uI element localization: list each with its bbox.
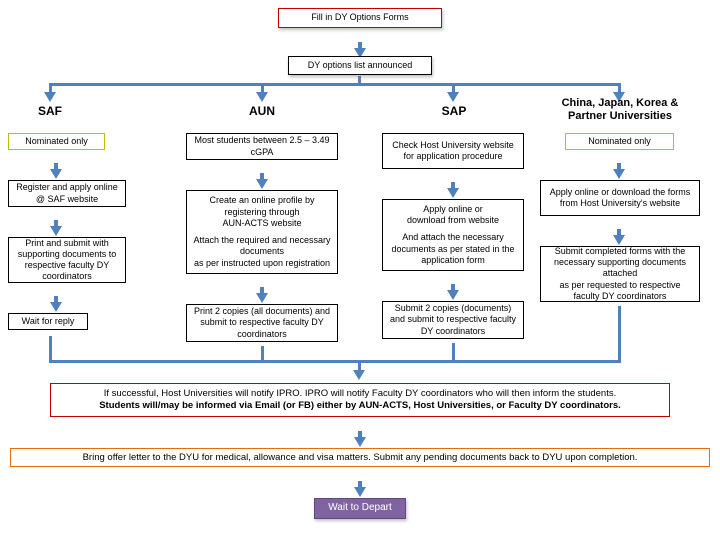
aun-n2: Create an online profile by registering … [186,190,338,274]
arrow-icon [613,169,625,179]
success-box: If successful, Host Universities will no… [50,383,670,417]
arrow-icon [50,226,62,236]
arrow-icon [447,188,459,198]
cjk-n2: Apply online or download the forms from … [540,180,700,216]
saf-n3: Print and submit with supporting documen… [8,237,126,283]
wait-depart-box: Wait to Depart [314,498,406,519]
arrow-icon [256,92,268,102]
connector-line [452,83,455,92]
aun-n1: Most students between 2.5 – 3.49 cGPA [186,133,338,160]
saf-header: SAF [20,104,80,118]
aun-n3: Print 2 copies (all documents) and submi… [186,304,338,342]
fill-options-text: Fill in DY Options Forms [311,12,408,23]
fill-options-box: Fill in DY Options Forms [278,8,442,28]
saf-n1: Nominated only [8,133,105,150]
announced-box: DY options list announced [288,56,432,75]
cjk-n1: Nominated only [565,133,674,150]
arrow-icon [353,370,365,380]
arrow-icon [256,179,268,189]
arrow-icon [44,92,56,102]
connector-line [261,83,264,92]
cjk-header: China, Japan, Korea & Partner Universiti… [540,97,700,122]
arrow-icon [447,92,459,102]
aun-header: AUN [232,104,292,118]
cjk-header-l2: Partner Universities [568,110,672,122]
connector-line [49,83,620,86]
offer-letter-box: Bring offer letter to the DYU for medica… [10,448,710,467]
connector-line [618,83,621,92]
arrow-icon [354,487,366,497]
arrow-icon [447,290,459,300]
arrow-icon [256,293,268,303]
connector-line [358,360,361,370]
sap-n1: Check Host University website for applic… [382,133,524,169]
saf-n2: Register and apply online @ SAF website [8,180,126,207]
arrow-icon [613,235,625,245]
sap-n2: Apply online or download from website An… [382,199,524,271]
saf-n4: Wait for reply [8,313,88,330]
arrow-icon [354,437,366,447]
connector-line [452,343,455,360]
arrow-icon [50,169,62,179]
connector-line [358,76,361,83]
connector-line [261,346,264,360]
connector-line [49,83,52,92]
connector-line [49,336,52,360]
cjk-n3: Submit completed forms with the necessar… [540,246,700,302]
cjk-header-l1: China, Japan, Korea & [562,97,679,109]
announced-text: DY options list announced [308,60,412,71]
connector-line [49,360,621,363]
sap-n3: Submit 2 copies (documents) and submit t… [382,301,524,339]
connector-line [618,306,621,360]
sap-header: SAP [424,104,484,118]
arrow-icon [50,302,62,312]
